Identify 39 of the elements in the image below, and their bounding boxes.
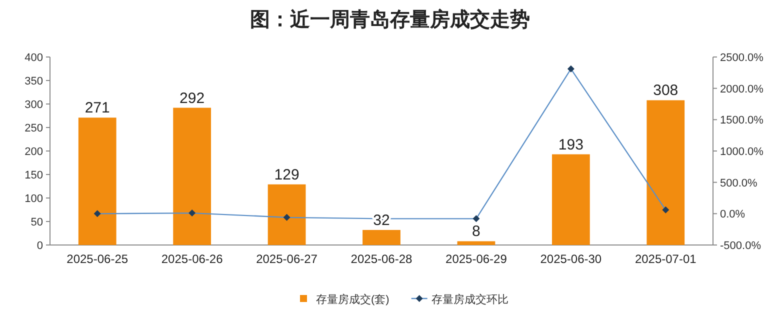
x-tick-label: 2025-06-25 xyxy=(66,252,128,266)
y-tick-label: 200 xyxy=(24,146,43,158)
y2-tick-label: 0.0% xyxy=(720,208,746,221)
bar xyxy=(552,154,590,245)
legend-label: 存量房成交环比 xyxy=(431,293,508,306)
y-tick-label: 250 xyxy=(24,122,43,134)
y2-tick-label: 500.0% xyxy=(720,177,758,190)
y2-tick-label: 1000.0% xyxy=(720,146,764,158)
x-tick-label: 2025-06-28 xyxy=(350,252,413,266)
bar xyxy=(78,118,116,245)
data-label: 129 xyxy=(274,166,300,184)
bar xyxy=(457,241,496,245)
data-label: 8 xyxy=(472,223,480,240)
bar xyxy=(268,184,306,245)
y-tick-label: 100 xyxy=(24,193,43,205)
y-tick-label: 300 xyxy=(24,99,43,111)
y-tick-label: 150 xyxy=(24,170,43,182)
y-tick-label: 350 xyxy=(24,76,43,88)
y2-tick-label: 2500.0% xyxy=(720,52,764,64)
legend-label: 存量房成交(套) xyxy=(316,293,390,306)
y2-tick-label: 2000.0% xyxy=(720,83,764,96)
data-label: 308 xyxy=(653,82,678,100)
x-tick-label: 2025-06-27 xyxy=(256,252,318,266)
y2-tick-label: -500.0% xyxy=(720,240,762,252)
x-tick-label: 2025-06-29 xyxy=(446,252,508,266)
y-tick-label: 400 xyxy=(24,52,43,64)
y-tick-label: 50 xyxy=(30,216,43,228)
bar xyxy=(362,230,400,245)
x-tick-label: 2025-06-30 xyxy=(540,252,602,266)
data-label: 271 xyxy=(84,100,110,117)
chart-title: 图：近一周青岛存量房成交走势 xyxy=(250,8,530,31)
data-label: 193 xyxy=(558,136,584,154)
y-tick-label: 0 xyxy=(36,240,43,252)
y2-tick-label: 1500.0% xyxy=(720,114,764,127)
x-tick-label: 2025-07-01 xyxy=(634,252,697,266)
bar xyxy=(646,100,685,245)
data-label: 292 xyxy=(180,90,205,107)
bar xyxy=(173,108,212,245)
x-tick-label: 2025-06-26 xyxy=(161,252,224,266)
